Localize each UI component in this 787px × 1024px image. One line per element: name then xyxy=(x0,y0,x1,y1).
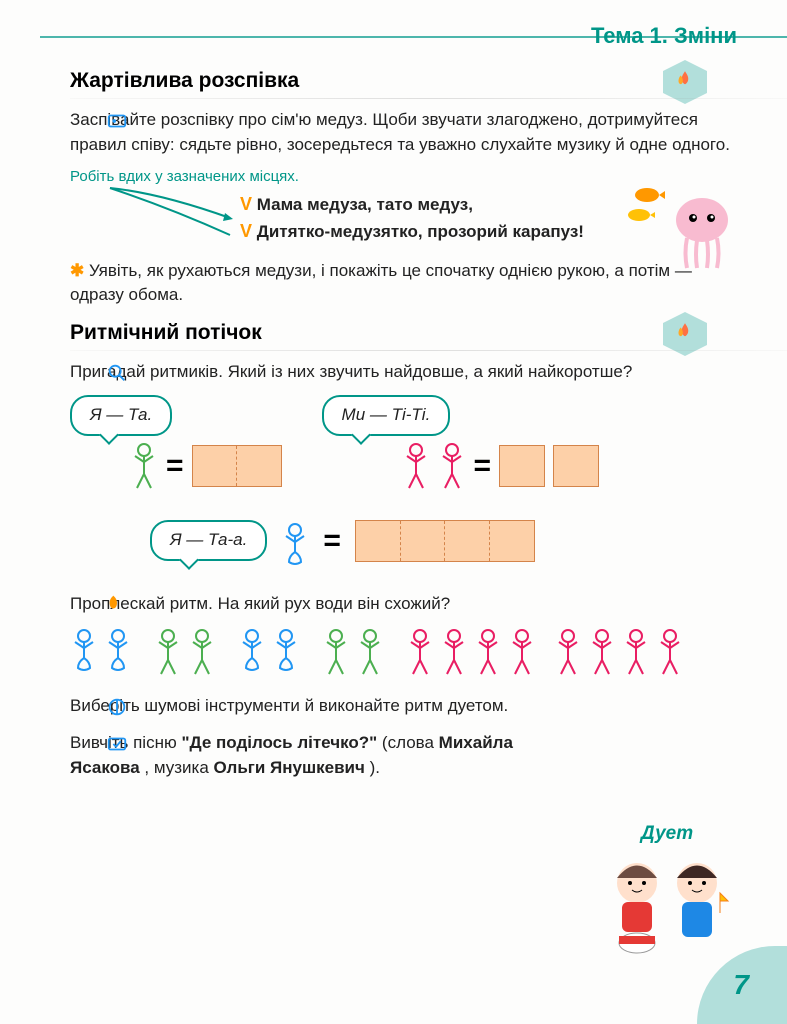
pattern-fig-pink xyxy=(622,628,650,676)
magnifier-icon xyxy=(106,362,128,384)
section1-title: Жартівлива розспівка xyxy=(70,66,737,96)
topic-header: Тема 1. Зміни xyxy=(591,20,737,52)
equals-sign: = xyxy=(166,444,184,488)
ta-duration-box xyxy=(192,445,282,487)
lyric-line-2: V Дитятко-медузятко, прозорий карапуз! xyxy=(240,218,737,245)
ti-box-1 xyxy=(499,445,545,487)
pattern-fig-blue xyxy=(238,628,266,676)
pattern-fig-blue xyxy=(70,628,98,676)
rhythm-titi-group: Ми — Ті-Ті. xyxy=(322,395,600,498)
section2-title-text: Ритмічний потічок xyxy=(70,321,262,344)
lyric-line-1: V Мама медуза, тато медуз, xyxy=(240,191,737,218)
task2-mid2: , музика xyxy=(144,758,213,777)
pink-figure-1 xyxy=(402,442,430,490)
section1-title-text: Жартівлива розспівка xyxy=(70,69,299,92)
pink-figure-2 xyxy=(438,442,466,490)
asterisk-icon: ✱ xyxy=(70,261,84,280)
pattern-fig-pink xyxy=(656,628,684,676)
pattern-fig-pink xyxy=(474,628,502,676)
bubble-ta: Я — Та. xyxy=(70,395,172,436)
pattern-fig-pink xyxy=(440,628,468,676)
lyric2-text: Дитятко-медузятко, прозорий карапуз! xyxy=(257,222,584,241)
duet-illustration: Дует xyxy=(592,820,742,950)
taa-duration-box xyxy=(355,520,535,562)
rhythm-taa-group: Я — Та-а. = xyxy=(150,512,737,570)
instrument-icon xyxy=(106,696,128,718)
pattern-fig-pink xyxy=(508,628,536,676)
pattern-fig-pink xyxy=(554,628,582,676)
task2-song-title: "Де поділось літечко?" xyxy=(181,733,377,752)
blue-figure xyxy=(281,522,309,570)
rhythm-pattern-row xyxy=(70,628,737,676)
pattern-fig-green xyxy=(188,628,216,676)
pattern-fig-pink xyxy=(406,628,434,676)
pattern-fig-green xyxy=(322,628,350,676)
page-number: 7 xyxy=(733,965,749,1006)
task-duet: Виберіть шумові інструменти й виконайте … xyxy=(70,694,557,719)
task2-mid: (слова xyxy=(382,733,439,752)
imagine-text: Уявіть, як рухаються медузи, і покажіть … xyxy=(70,261,692,305)
duet-label: Дует xyxy=(592,820,742,848)
pattern-fig-blue xyxy=(104,628,132,676)
ti-box-2 xyxy=(553,445,599,487)
task-song: Вивчіть пісню "Де поділось літечко?" (сл… xyxy=(70,731,567,780)
task2-end: ). xyxy=(370,758,380,777)
lyric1-text: Мама медуза, тато медуз, xyxy=(257,195,473,214)
breath-mark-1: V xyxy=(240,194,252,214)
clap-icon xyxy=(106,592,128,614)
pattern-fig-green xyxy=(154,628,182,676)
section2-title: Ритмічний потічок xyxy=(70,318,737,348)
section2-question: Пригадай ритмиків. Який із них звучить н… xyxy=(70,360,737,385)
pattern-fig-pink xyxy=(588,628,616,676)
pattern-fig-blue xyxy=(272,628,300,676)
breath-arrow xyxy=(100,183,240,243)
section1-instruction: Заспівайте розспівку про сім'ю медуз. Що… xyxy=(70,108,737,157)
rhythm-ta-group: Я — Та. = xyxy=(70,395,282,498)
pattern-fig-green xyxy=(356,628,384,676)
learn-song-icon xyxy=(106,733,128,755)
equals-sign-2: = xyxy=(474,444,492,488)
green-figure xyxy=(130,442,158,490)
clap-question: Проплескай ритм. На який рух води він сх… xyxy=(70,592,737,617)
task2-author2: Ольги Янушкевич xyxy=(214,758,365,777)
bubble-taa: Я — Та-а. xyxy=(150,520,267,561)
bubble-titi: Ми — Ті-Ті. xyxy=(322,395,451,436)
sing-icon xyxy=(106,110,128,132)
equals-sign-3: = xyxy=(323,519,341,563)
breath-mark-2: V xyxy=(240,221,252,241)
